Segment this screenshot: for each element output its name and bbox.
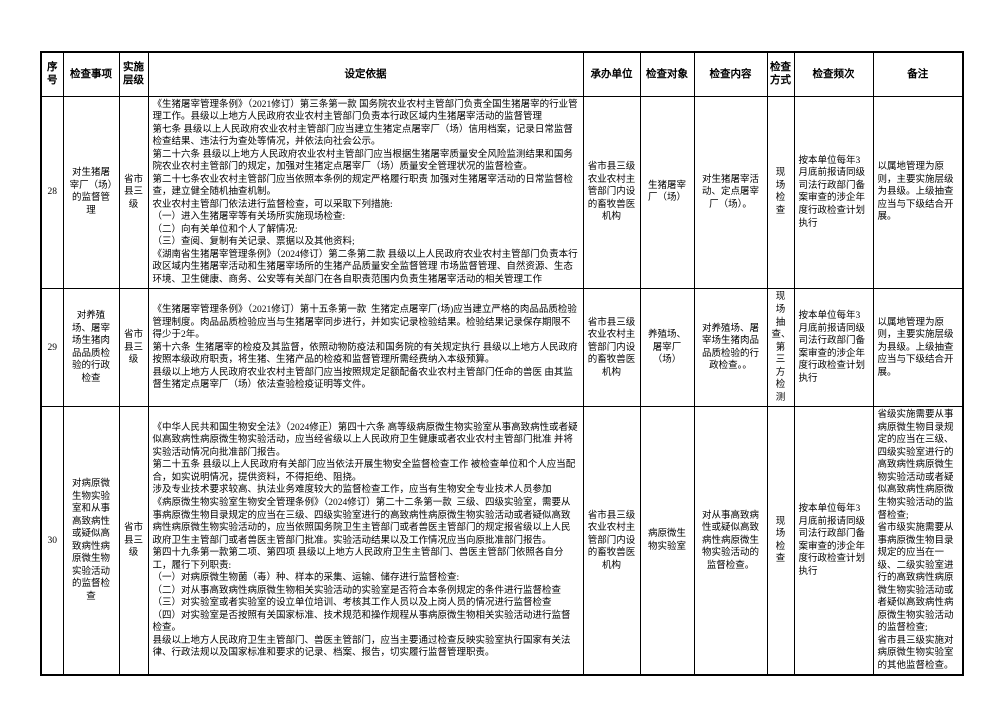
- cell-item: 对病原微生物实验室和从事高致病性或疑似高致病性病原微生物实验活动的监督检查: [62, 406, 120, 676]
- col-header-level: 实施层级: [118, 51, 149, 97]
- cell-remark: 省级实施需要从事病原微生物目录规定的应当在三级、四级实验室进行的高致病性病原微生…: [872, 406, 964, 676]
- cell-organizer: 省市县三级农业农村主管部门内设的畜牧兽医机构: [582, 95, 641, 290]
- cell-content: 对从事高致病性或疑似高致病性病原微生物实验活动的监督检查。: [693, 406, 768, 676]
- cell-organizer: 省市县三级农业农村主管部门内设的畜牧兽医机构: [582, 406, 641, 676]
- col-header-seq: 序号: [40, 51, 64, 97]
- col-header-target: 检查对象: [639, 51, 695, 97]
- cell-level: 省市县三级: [118, 95, 149, 290]
- cell-organizer: 省市县三级农业农村主管部门内设的畜牧兽医机构: [582, 288, 641, 408]
- table-row: 30 对病原微生物实验室和从事高致病性或疑似高致病性病原微生物实验活动的监督检查…: [40, 406, 964, 676]
- cell-level: 省市县三级: [118, 406, 149, 676]
- cell-content: 对生猪屠宰活动、定点屠宰厂（场）。: [693, 95, 768, 290]
- cell-basis: 《中华人民共和国生物安全法》（2024修正）第四十六条 高等级病原微生物实验室从…: [147, 406, 584, 676]
- cell-level: 省市县三级: [118, 288, 149, 408]
- cell-basis: 《生猪屠宰管理条例》（2021修订）第十五条第一款 生猪定点屠宰厂(场)应当建立…: [147, 288, 584, 408]
- cell-seq: 28: [40, 95, 64, 290]
- col-header-remark: 备注: [872, 51, 964, 97]
- cell-content: 对养殖场、屠宰场生猪肉品品质检验的行政检查。。: [693, 288, 768, 408]
- cell-frequency: 按本单位每年3月底前报请同级司法行政部门备案审查的涉企年度行政检查计划执行: [793, 95, 874, 290]
- cell-seq: 29: [40, 288, 64, 408]
- cell-remark: 以属地管理为原则，主要实施层级为县级。上级抽查应当与下级结合开展。: [872, 288, 964, 408]
- cell-seq: 30: [40, 406, 64, 676]
- cell-frequency: 按本单位每年3月底前报请同级司法行政部门备案审查的涉企年度行政检查计划执行: [793, 406, 874, 676]
- col-header-basis: 设定依据: [147, 51, 584, 97]
- col-header-item: 检查事项: [62, 51, 120, 97]
- col-header-frequency: 检查频次: [793, 51, 874, 97]
- table-row: 29 对养殖场、屠宰场生猪肉品品质检验的行政检查 省市县三级 《生猪屠宰管理条例…: [40, 288, 964, 408]
- cell-remark: 以属地管理为原则，主要实施层级为县级。上级抽查应当与下级结合开展。: [872, 95, 964, 290]
- cell-method: 现场抽查、第三方检测: [766, 288, 795, 408]
- cell-item: 对养殖场、屠宰场生猪肉品品质检验的行政检查: [62, 288, 120, 408]
- cell-target: 病原微生物实验室: [639, 406, 695, 676]
- cell-basis: 《生猪屠宰管理条例》（2021修订）第三条第一款 国务院农业农村主管部门负责全国…: [147, 95, 584, 290]
- table-header-row: 序号 检查事项 实施层级 设定依据 承办单位 检查对象 检查内容 检查方式 检查…: [40, 51, 964, 97]
- cell-method: 现场检查: [766, 406, 795, 676]
- inspection-table: 序号 检查事项 实施层级 设定依据 承办单位 检查对象 检查内容 检查方式 检查…: [40, 51, 964, 677]
- cell-target: 生猪屠宰厂（场）: [639, 95, 695, 290]
- col-header-content: 检查内容: [693, 51, 768, 97]
- col-header-organizer: 承办单位: [582, 51, 641, 97]
- cell-method: 现场检查: [766, 95, 795, 290]
- cell-frequency: 按本单位每年3月底前报请同级司法行政部门备案审查的涉企年度行政检查计划执行: [793, 288, 874, 408]
- table-row: 28 对生猪屠宰厂（场）的监督管理 省市县三级 《生猪屠宰管理条例》（2021修…: [40, 95, 964, 290]
- cell-target: 养殖场、屠宰厂（场）: [639, 288, 695, 408]
- col-header-method: 检查方式: [766, 51, 795, 97]
- cell-item: 对生猪屠宰厂（场）的监督管理: [62, 95, 120, 290]
